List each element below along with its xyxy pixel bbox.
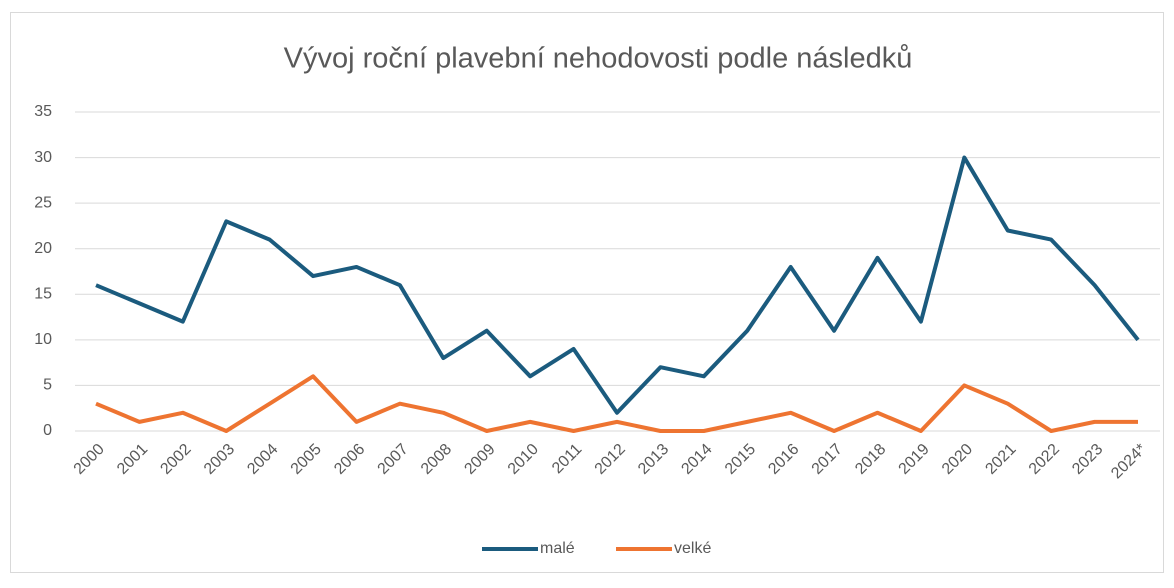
legend-label: malé	[540, 540, 575, 557]
y-tick-label: 10	[34, 331, 52, 348]
series-line	[95, 155, 1140, 415]
y-tick-label: 20	[34, 240, 52, 257]
y-tick-label: 0	[43, 422, 52, 439]
y-tick-label: 30	[34, 149, 52, 166]
y-tick-label: 15	[34, 286, 52, 303]
legend-label: velké	[674, 540, 711, 557]
series-line	[95, 374, 1138, 433]
chart-frame	[10, 12, 1164, 573]
y-tick-label: 25	[34, 194, 52, 211]
chart-title: Vývoj roční plavební nehodovosti podle n…	[284, 43, 913, 75]
y-tick-label: 5	[43, 377, 52, 394]
y-tick-label: 35	[34, 103, 52, 120]
